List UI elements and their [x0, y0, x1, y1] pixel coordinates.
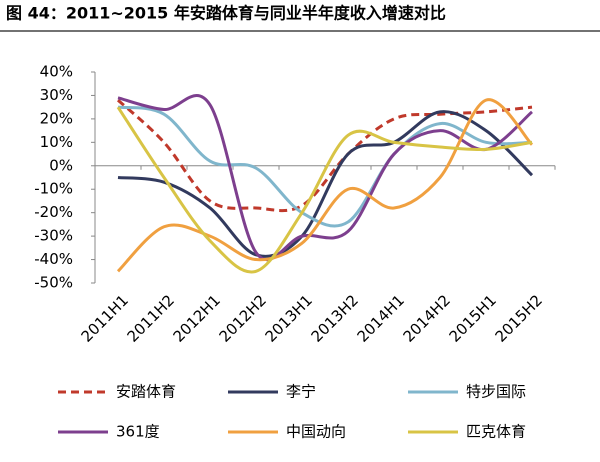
y-tick-label: -40%	[34, 250, 73, 268]
y-tick-label: 30%	[40, 86, 73, 104]
x-tick-label: 2015H2	[492, 291, 546, 345]
y-tick-label: 40%	[40, 63, 73, 81]
legend-label: 安踏体育	[116, 383, 176, 401]
series-line	[117, 110, 534, 258]
x-tick-label: 2013H1	[262, 291, 316, 345]
y-tick-label: 0%	[49, 156, 73, 174]
x-tick-label: 2011H2	[124, 291, 178, 345]
y-tick-label: -20%	[34, 203, 73, 221]
series-line	[116, 98, 534, 273]
x-tick-label: 2014H1	[354, 291, 408, 345]
y-tick-label: 20%	[40, 109, 73, 127]
x-tick-label: 2012H2	[216, 291, 270, 345]
y-tick-label: -50%	[34, 274, 73, 292]
y-tick-label: 10%	[40, 133, 73, 151]
series-line	[117, 105, 533, 228]
legend-label: 361度	[116, 423, 160, 441]
legend-label: 中国动向	[286, 423, 346, 441]
x-tick-label: 2011H1	[78, 291, 132, 345]
legend-label: 特步国际	[466, 383, 526, 401]
y-tick-label: -10%	[34, 180, 73, 198]
x-tick-label: 2012H1	[170, 291, 224, 345]
x-tick-label: 2014H2	[400, 291, 454, 345]
series-line	[116, 106, 533, 274]
series-line	[116, 99, 533, 213]
chart-title: 图 44：2011~2015 年安踏体育与同业半年度收入增速对比	[6, 4, 446, 23]
legend-label: 李宁	[286, 383, 316, 401]
y-tick-label: -30%	[34, 227, 73, 245]
x-tick-label: 2013H2	[308, 291, 362, 345]
legend-label: 匹克体育	[466, 423, 526, 441]
x-tick-label: 2015H1	[446, 291, 500, 345]
